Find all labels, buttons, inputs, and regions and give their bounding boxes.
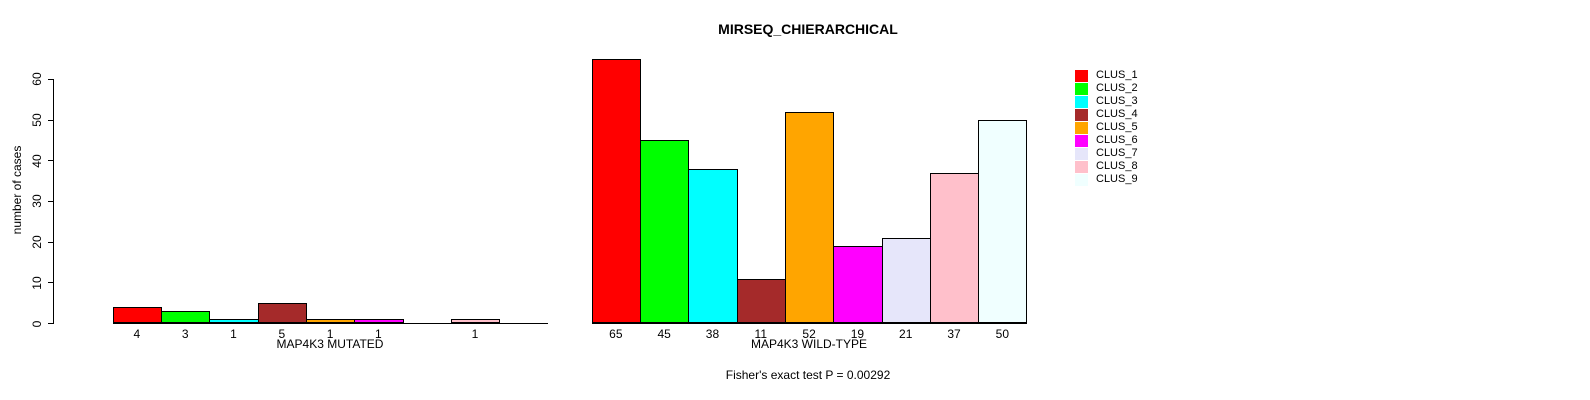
bar-clus_2 xyxy=(161,311,211,324)
bar-clus_1 xyxy=(112,307,162,324)
y-axis-line xyxy=(52,79,54,325)
legend-label: CLUS_4 xyxy=(1096,108,1138,120)
legend-item: CLUS_2 xyxy=(1075,82,1138,95)
legend-label: CLUS_5 xyxy=(1096,121,1138,133)
bar-value-label: 19 xyxy=(850,327,865,341)
legend-item: CLUS_7 xyxy=(1075,147,1138,160)
legend-item: CLUS_4 xyxy=(1075,108,1138,121)
bar-clus_5 xyxy=(784,112,835,324)
chart-title: MIRSEQ_CHIERARCHICAL xyxy=(718,21,898,37)
y-axis-tick-label: 30 xyxy=(30,194,44,209)
bar-clus_1 xyxy=(591,59,641,324)
bar-value-label: 52 xyxy=(802,327,816,341)
legend-color-swatch-clus_8 xyxy=(1075,160,1088,173)
bar-value-label: 1 xyxy=(375,327,382,341)
legend-color-swatch-clus_4 xyxy=(1075,108,1088,121)
bar-value-label: 1 xyxy=(471,327,479,341)
legend-color-swatch-clus_3 xyxy=(1075,95,1088,108)
legend-item: CLUS_8 xyxy=(1075,160,1138,173)
legend-item: CLUS_9 xyxy=(1075,173,1138,186)
y-axis-tick-label: 0 xyxy=(30,320,44,327)
y-axis-tick xyxy=(47,78,53,80)
bar-value-label: 4 xyxy=(133,327,141,341)
x-axis-title-mutated: MAP4K3 MUTATED xyxy=(276,337,384,351)
legend-color-swatch-clus_5 xyxy=(1075,121,1088,134)
bar-value-label: 38 xyxy=(705,327,720,341)
x-axis-title-wildtype: MAP4K3 WILD-TYPE xyxy=(750,337,868,351)
legend-color-swatch-clus_7 xyxy=(1075,147,1088,160)
legend-label: CLUS_3 xyxy=(1096,95,1138,107)
y-axis-tick xyxy=(47,241,53,243)
bar-value-label: 5 xyxy=(278,327,286,341)
y-axis-tick xyxy=(47,160,53,162)
bar-value-label: 37 xyxy=(947,327,961,341)
bar-value-label: 1 xyxy=(326,327,334,341)
y-axis-tick xyxy=(47,282,53,284)
legend-label: CLUS_2 xyxy=(1096,82,1138,94)
bar-value-label: 50 xyxy=(995,327,1010,341)
legend-color-swatch-clus_1 xyxy=(1075,69,1088,82)
bar-value-label: 1 xyxy=(230,327,237,341)
legend-color-swatch-clus_9 xyxy=(1075,173,1088,186)
y-axis-title: number of cases xyxy=(10,145,24,235)
bar-clus_6 xyxy=(354,319,404,324)
legend-item: CLUS_3 xyxy=(1075,95,1138,108)
bar-clus_3 xyxy=(688,168,738,324)
y-axis-tick xyxy=(47,323,53,324)
legend-label: CLUS_6 xyxy=(1096,134,1138,146)
legend-label: CLUS_7 xyxy=(1096,147,1138,159)
y-axis-tick xyxy=(47,119,53,121)
bar-clus_5 xyxy=(305,319,356,324)
legend-item: CLUS_5 xyxy=(1075,121,1138,134)
bar-clus_7 xyxy=(881,238,931,324)
y-axis-tick xyxy=(47,200,53,202)
bar-value-label: 45 xyxy=(657,327,671,341)
bar-value-label: 21 xyxy=(899,327,913,341)
bar-value-label: 65 xyxy=(609,327,623,341)
legend-item: CLUS_6 xyxy=(1075,134,1138,147)
bar-clus_2 xyxy=(640,140,690,324)
bar-clus_4 xyxy=(257,303,307,324)
bar-value-label: 11 xyxy=(754,327,768,341)
legend-label: CLUS_9 xyxy=(1096,173,1138,185)
bar-clus_8 xyxy=(929,173,980,324)
y-axis-tick-label: 10 xyxy=(30,276,44,290)
y-axis-tick-label: 50 xyxy=(30,113,44,127)
y-axis-tick-label: 20 xyxy=(30,235,44,249)
legend-color-swatch-clus_2 xyxy=(1075,82,1088,95)
legend-label: CLUS_8 xyxy=(1096,160,1138,172)
y-axis-tick-label: 60 xyxy=(30,72,44,87)
fisher-test-note: Fisher's exact test P = 0.00292 xyxy=(725,368,891,382)
bar-clus_9 xyxy=(978,120,1028,324)
bar-clus_8 xyxy=(450,319,501,324)
bar-clus_6 xyxy=(833,246,883,324)
y-axis-tick-label: 40 xyxy=(30,154,44,168)
legend-item: CLUS_1 xyxy=(1075,69,1138,82)
bar-clus_3 xyxy=(209,319,259,324)
bar-value-label: 3 xyxy=(181,327,189,341)
bar-clus_4 xyxy=(736,278,786,324)
legend-label: CLUS_1 xyxy=(1096,69,1138,81)
legend-color-swatch-clus_6 xyxy=(1075,134,1088,147)
